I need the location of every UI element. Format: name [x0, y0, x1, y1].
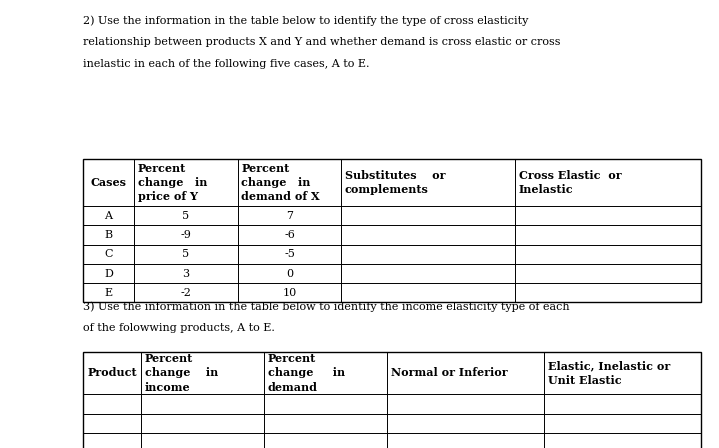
Text: -2: -2	[180, 288, 191, 298]
Text: -9: -9	[180, 230, 191, 240]
Text: E: E	[104, 288, 112, 298]
Text: Percent
change    in
income: Percent change in income	[145, 353, 218, 392]
Text: of the folowwing products, A to E.: of the folowwing products, A to E.	[83, 323, 275, 332]
Text: D: D	[104, 268, 113, 279]
Text: 5: 5	[183, 211, 190, 221]
Text: 10: 10	[283, 288, 297, 298]
Text: 5: 5	[183, 249, 190, 259]
Text: Normal or Inferior: Normal or Inferior	[391, 367, 508, 379]
Text: Product: Product	[87, 367, 137, 379]
Text: 3: 3	[183, 268, 190, 279]
Text: -6: -6	[284, 230, 295, 240]
Text: relationship between products X and Y and whether demand is cross elastic or cro: relationship between products X and Y an…	[83, 37, 560, 47]
Bar	[83, 352, 701, 448]
Text: 2) Use the information in the table below to identify the type of cross elastici: 2) Use the information in the table belo…	[83, 16, 528, 26]
Text: Percent
change   in
price of Y: Percent change in price of Y	[138, 163, 207, 202]
Text: Percent
change     in
demand: Percent change in demand	[267, 353, 345, 392]
Text: A: A	[104, 211, 112, 221]
Text: Substitutes    or
complements: Substitutes or complements	[345, 170, 445, 195]
Text: C: C	[104, 249, 113, 259]
Text: 7: 7	[286, 211, 293, 221]
Text: Elastic, Inelastic or
Unit Elastic: Elastic, Inelastic or Unit Elastic	[548, 360, 670, 386]
Text: 3) Use the information in the table below to identify the income elasticity type: 3) Use the information in the table belo…	[83, 301, 569, 312]
Text: 0: 0	[286, 268, 293, 279]
Text: Cases: Cases	[91, 177, 127, 188]
Text: Percent
change   in
demand of X: Percent change in demand of X	[242, 163, 320, 202]
Text: Cross Elastic  or
Inelastic: Cross Elastic or Inelastic	[518, 170, 621, 195]
Bar	[83, 159, 701, 302]
Text: B: B	[104, 230, 112, 240]
Text: -5: -5	[284, 249, 295, 259]
Text: inelastic in each of the following five cases, A to E.: inelastic in each of the following five …	[83, 59, 369, 69]
